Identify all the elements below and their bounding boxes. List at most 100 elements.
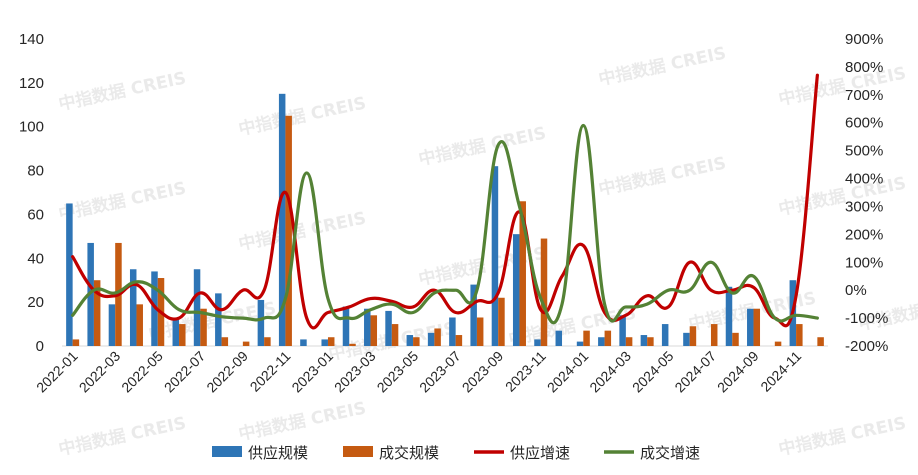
x-tick-label: 2022-05 [118,348,166,396]
bar [364,308,371,346]
watermark-text: 中指数据 CREIS [597,42,728,90]
x-tick-label: 2023-09 [459,348,507,396]
legend-swatch [212,446,242,457]
legend-label: 供应规模 [248,444,308,462]
bar [476,317,484,346]
right-tick-label: 100% [845,254,883,271]
legend-label: 成交规模 [379,444,439,462]
bar [498,297,505,346]
x-tick-label: 2024-07 [671,348,719,396]
bar [413,337,420,346]
right-tick-label: -200% [845,338,888,355]
bar [683,332,690,346]
bar [725,286,733,346]
x-tick-label: 2023-07 [416,348,464,396]
left-tick-label: 120 [19,75,44,92]
x-tick-label: 2022-09 [203,348,251,396]
left-tick-label: 40 [27,250,44,267]
bar [604,330,612,346]
right-tick-label: 400% [845,171,883,188]
right-y-axis: -200% -100% 0% 100% 200% 300% 400% 500% 600% 700%… [845,31,888,355]
bar [385,310,392,346]
bar [449,317,456,346]
right-tick-label: 700% [845,87,883,104]
bar [491,166,499,346]
series-line [71,123,819,325]
bar [129,269,137,346]
bar [193,269,201,346]
watermark-text: 中指数据 CREIS [57,67,188,115]
watermarks: 中指数据 CREIS 中指数据 CREIS 中指数据 CREIS 中指数据 CREIS… [57,42,918,460]
right-tick-label: 800% [845,59,883,76]
x-tick-label: 2023-05 [374,348,422,396]
x-tick-label: 2022-11 [247,348,294,395]
x-tick-label: 2024-09 [714,348,762,396]
bar [72,339,80,346]
bar [136,304,143,346]
bar [327,337,335,346]
bar [689,326,697,346]
left-tick-label: 80 [27,163,44,180]
right-tick-label: 900% [845,31,883,48]
x-axis: 2022-012022-032022-052022-072022-092022-… [33,348,804,396]
watermark-text: 中指数据 CREIS [237,397,368,445]
left-tick-label: 0 [36,338,44,355]
watermark-text: 中指数据 CREIS [237,207,368,255]
bar [342,306,350,346]
bar [427,332,435,346]
left-y-axis: 0 20 40 60 80 100 120 140 [19,31,44,355]
bar [300,339,307,346]
bar [349,343,356,346]
bar [540,238,548,346]
bar [278,93,286,346]
bar [321,339,328,346]
bar [215,293,222,346]
bar [257,299,265,346]
bar [598,337,605,346]
bar [285,115,292,346]
watermark-text: 中指数据 CREIS [777,62,908,110]
bar [732,332,739,346]
left-tick-label: 20 [27,294,44,311]
bar [555,330,563,346]
bar [647,337,654,346]
watermark-text: 中指数据 CREIS [57,177,188,225]
x-tick-label: 2024-03 [586,348,634,396]
bar [817,337,824,346]
watermark-text: 中指数据 CREIS [777,412,908,460]
x-tick-label: 2024-11 [757,348,804,395]
bar [391,324,399,346]
bar [434,328,441,346]
right-tick-label: 0% [845,282,867,299]
bar [512,234,520,346]
left-tick-label: 140 [19,31,44,48]
right-tick-label: 600% [845,115,883,132]
bar [93,280,101,346]
watermark-text: 中指数据 CREIS [237,92,368,140]
legend-label: 供应增速 [510,444,570,462]
bars [66,93,824,346]
bar [583,330,590,346]
x-tick-label: 2022-07 [161,348,209,396]
bar [661,324,669,346]
bar [519,201,526,346]
bar [172,319,180,346]
x-tick-label: 2023-01 [288,348,336,396]
bar [370,315,378,346]
watermark-text: 中指数据 CREIS [777,172,908,220]
x-tick-label: 2022-03 [76,348,124,396]
left-tick-label: 100 [19,119,44,136]
bar [796,324,803,346]
bar [576,341,584,346]
x-tick-label: 2024-05 [629,348,677,396]
lines [71,73,819,330]
bar [108,304,116,346]
series-line [71,73,819,330]
bar [221,337,229,346]
bar [470,284,477,346]
bar [406,335,414,346]
bar [264,337,271,346]
legend: 供应规模 成交规模 供应增速 成交增速 [212,444,700,462]
right-tick-label: -100% [845,310,888,327]
